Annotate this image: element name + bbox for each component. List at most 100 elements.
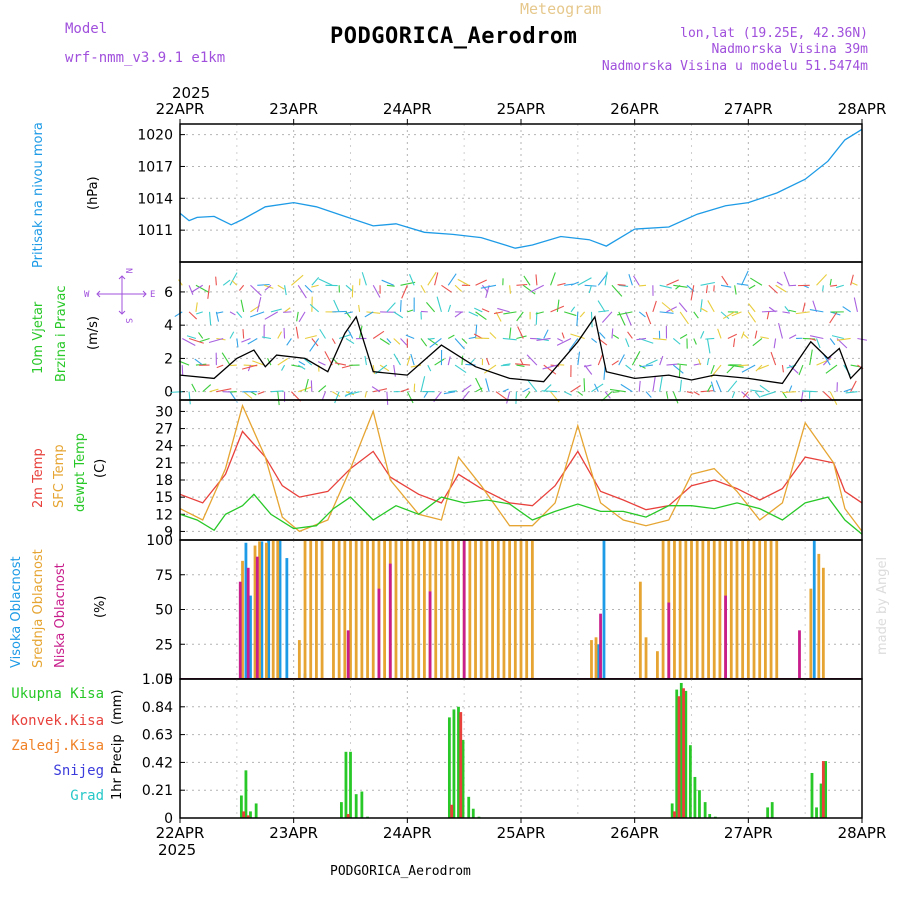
bar	[809, 588, 813, 679]
wind-arrow	[576, 311, 579, 326]
wind-arrow	[291, 274, 304, 286]
credit-label: made by Angel	[875, 557, 890, 655]
wind-arrow	[303, 358, 313, 366]
bar	[253, 545, 257, 679]
wind-arrow	[672, 338, 681, 345]
bar	[377, 588, 381, 679]
wind-arrow	[731, 391, 736, 399]
wind-arrow	[825, 364, 838, 374]
ytick-label: 18	[155, 473, 173, 489]
bar	[332, 540, 335, 679]
wind-arrow	[652, 337, 667, 341]
wind-arrow	[741, 364, 756, 373]
wind-arrow	[652, 376, 656, 392]
wind-arrow	[731, 311, 742, 317]
wind-arrow	[721, 275, 729, 286]
wind-arrow	[850, 274, 854, 286]
bar	[673, 540, 676, 679]
wind-arrow	[570, 306, 576, 313]
bar	[675, 689, 679, 818]
cloud-ylabel-low: Niska Oblacnost	[53, 563, 68, 668]
model-elevation-label: Nadmorska Visina u modelu 51.5474m	[602, 59, 868, 74]
bar	[770, 802, 774, 818]
ytick-label: 0	[164, 811, 173, 827]
wind-arrow	[659, 311, 674, 314]
wind-arrow	[556, 337, 572, 346]
wind-arrow	[830, 284, 838, 287]
bar	[276, 540, 280, 679]
bar	[340, 802, 343, 818]
wind-arrow	[199, 337, 210, 343]
wind-arrow	[338, 334, 351, 340]
wind-arrow	[250, 284, 262, 296]
wind-arrow	[297, 284, 307, 299]
wind-arrow	[372, 365, 375, 375]
wind-arrow	[475, 377, 483, 392]
temp-ylabel-3: dewpt Temp	[73, 433, 88, 512]
bar	[309, 540, 313, 679]
top-year-label: 2025	[172, 84, 210, 102]
wind-arrow	[636, 337, 647, 341]
ytick-label: 50	[155, 603, 173, 619]
wind-arrow	[207, 285, 211, 299]
wind-arrow	[229, 391, 238, 403]
wind-arrow	[677, 363, 688, 366]
wind-arrow	[502, 337, 517, 341]
wind-arrow	[406, 355, 411, 366]
precip-panel: 0 0.21 0.42 0.63 0.84 1.05	[142, 672, 863, 827]
cloud-unit: (%)	[93, 596, 108, 619]
wind-arrow	[515, 391, 518, 404]
bar	[271, 540, 275, 679]
wind-arrow	[604, 271, 608, 286]
bar	[688, 745, 692, 818]
wind-arrow	[524, 391, 531, 399]
wind-arrow	[270, 390, 284, 393]
bar	[349, 540, 352, 679]
wind-arrow	[401, 285, 408, 299]
wind-arrow	[526, 379, 538, 393]
wind-arrow	[222, 279, 231, 286]
wind-arrow	[686, 391, 694, 394]
bottom-date-label: 27APR	[724, 824, 773, 842]
bar	[708, 814, 712, 818]
wind-arrow	[475, 311, 487, 321]
bottom-date-label: 28APR	[838, 824, 887, 842]
wind-arrow	[366, 311, 381, 314]
ytick-label: 100	[146, 533, 173, 549]
bar	[349, 751, 352, 818]
bottom-date-label: 25APR	[497, 824, 546, 842]
wind-arrow	[809, 335, 824, 340]
wind-arrow	[468, 336, 476, 340]
temp-ylabel-1: 2m Temp	[31, 448, 46, 508]
bar	[320, 540, 324, 679]
wind-arrow	[221, 352, 231, 366]
bar	[667, 602, 671, 679]
wind-arrow	[215, 276, 217, 286]
wind-arrow	[311, 284, 319, 288]
ytick-label: 4	[164, 318, 173, 334]
bar	[447, 717, 451, 818]
wind-arrow	[829, 391, 838, 406]
wind-arrow	[759, 384, 770, 393]
wind-arrow	[381, 279, 394, 286]
wind-arrow	[678, 302, 688, 313]
series-line	[179, 430, 863, 511]
wind-arrow	[720, 311, 730, 320]
wind-ylabel-2: Brzina i Pravac	[54, 285, 69, 382]
wind-arrow	[638, 380, 641, 392]
wind-arrow	[617, 311, 633, 316]
wind-arrow	[502, 363, 511, 366]
wind-arrow	[710, 381, 715, 392]
wind-arrow	[270, 308, 282, 313]
ytick-label: 6	[164, 285, 173, 301]
wind-arrow	[195, 302, 198, 312]
bar	[525, 540, 529, 679]
wind-arrow	[486, 358, 490, 366]
bar	[405, 540, 409, 679]
bar	[752, 540, 756, 679]
wind-arrow	[447, 304, 452, 313]
wind-arrow	[236, 311, 243, 319]
wind-arrow	[489, 332, 497, 339]
wind-arrow	[778, 322, 783, 339]
wind-arrow	[851, 282, 858, 286]
